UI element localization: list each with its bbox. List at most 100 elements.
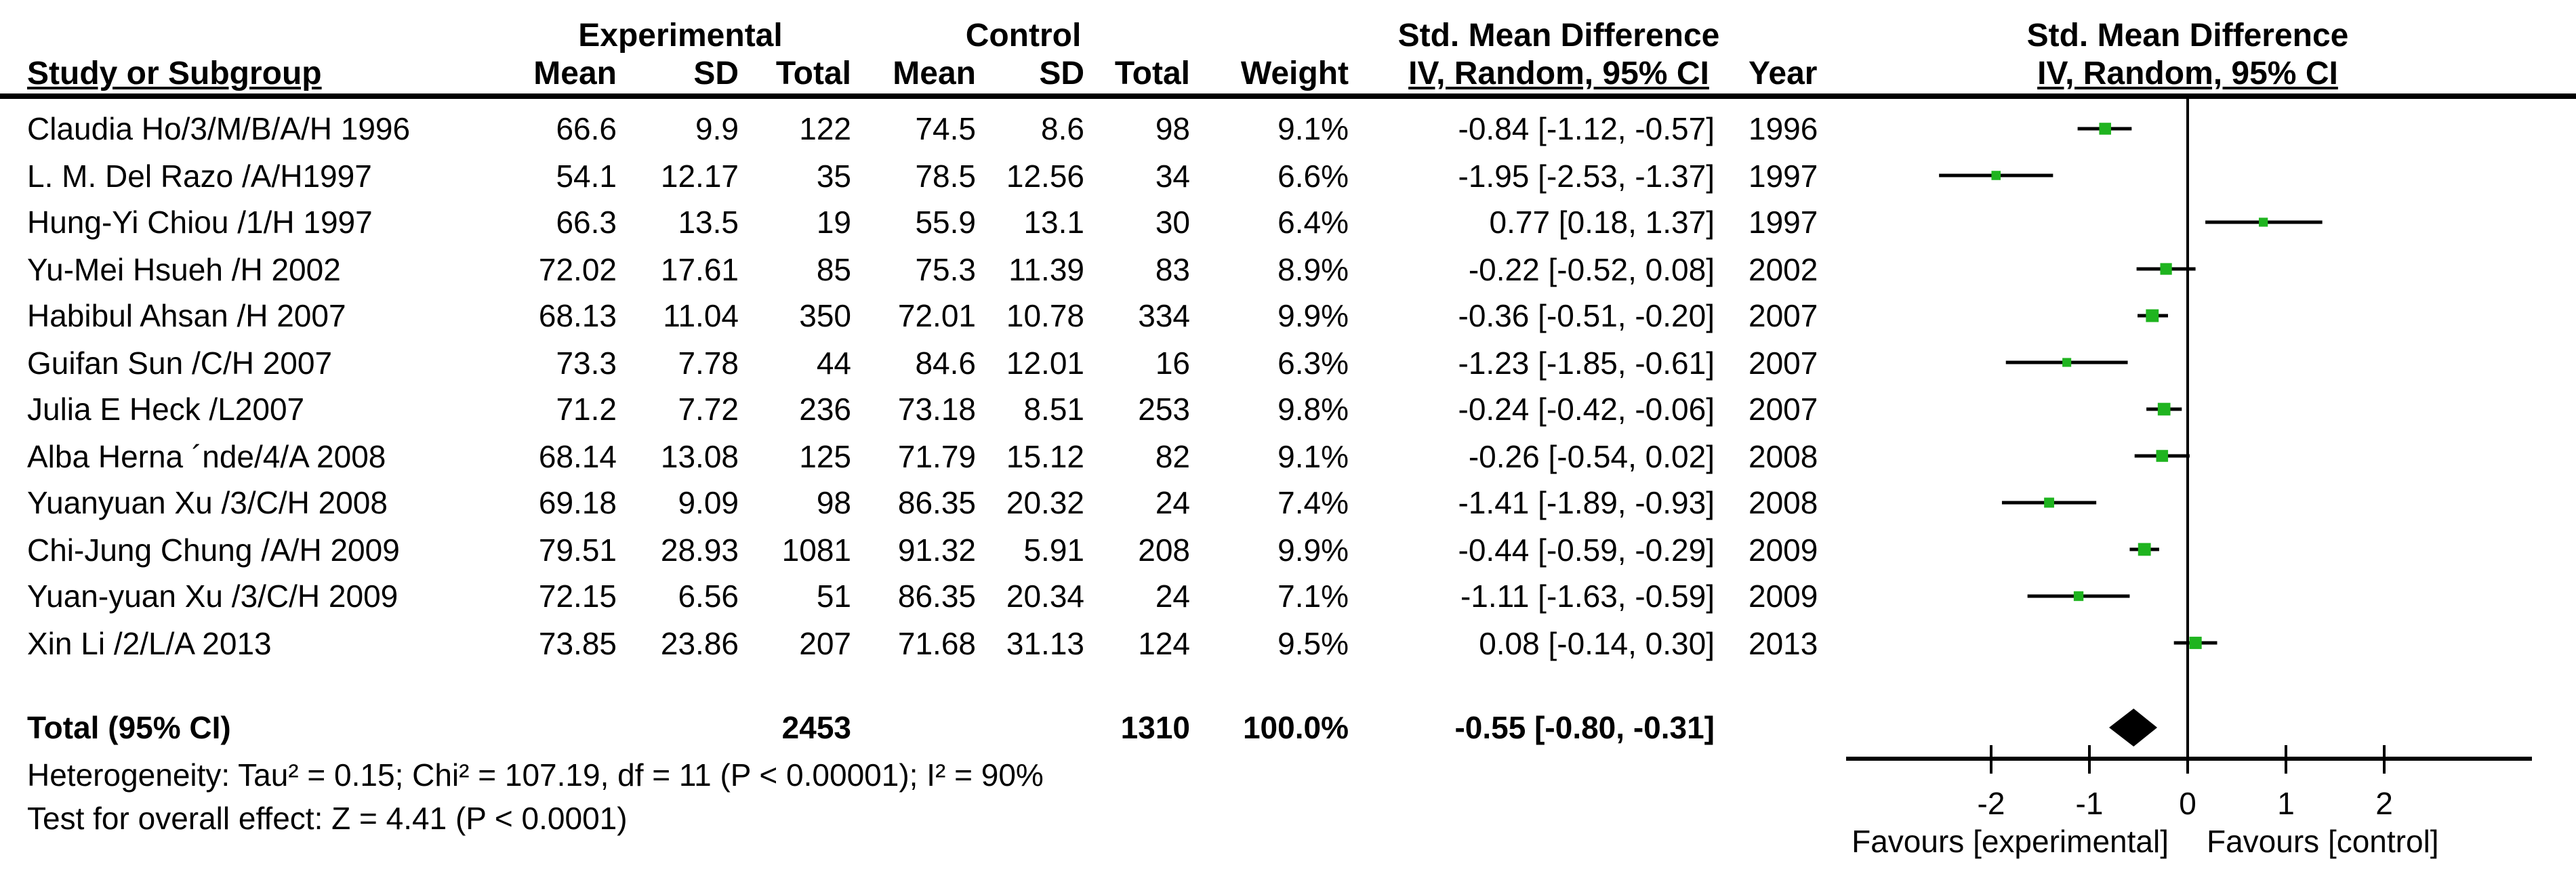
- weight-cell: 9.1%: [1277, 111, 1349, 146]
- weight-cell: 7.1%: [1277, 579, 1349, 614]
- effect-square: [2160, 263, 2172, 275]
- smd-ci-cell: -0.44 [-0.59, -0.29]: [1458, 532, 1715, 567]
- exp-total-cell: 125: [799, 438, 851, 474]
- effect-square: [2062, 358, 2072, 367]
- study-name-cell: Alba Herna ´nde/4/A 2008: [27, 438, 386, 474]
- weight-cell: 9.8%: [1277, 392, 1349, 427]
- col-header-exp-sd: SD: [693, 56, 739, 92]
- ctrl-mean-cell: 72.01: [897, 298, 976, 333]
- exp-mean-cell: 66.3: [556, 205, 617, 240]
- smd-ci-cell: -0.24 [-0.42, -0.06]: [1458, 392, 1715, 427]
- year-cell: 2013: [1749, 625, 1818, 660]
- exp-mean-cell: 72.15: [538, 579, 617, 614]
- ctrl-sd-cell: 8.6: [1041, 111, 1084, 146]
- exp-total-cell: 44: [816, 345, 851, 380]
- year-cell: 2009: [1749, 532, 1818, 567]
- year-cell: 1996: [1749, 111, 1818, 146]
- year-cell: 2002: [1749, 251, 1818, 287]
- total-label: Total (95% CI): [27, 710, 231, 745]
- study-name-cell: Yuan-yuan Xu /3/C/H 2009: [27, 579, 398, 614]
- x-axis-tick: [1990, 745, 1992, 774]
- effect-square: [2189, 636, 2202, 650]
- exp-total-cell: 207: [799, 625, 851, 660]
- exp-sd-cell: 23.86: [660, 625, 739, 660]
- exp-sd-cell: 11.04: [663, 298, 739, 333]
- x-axis-tick: [2383, 745, 2386, 774]
- exp-total-cell: 19: [816, 205, 851, 240]
- exp-sd-cell: 6.56: [678, 579, 739, 614]
- study-name-cell: Habibul Ahsan /H 2007: [27, 298, 346, 333]
- ctrl-sd-cell: 10.78: [1006, 298, 1084, 333]
- weight-cell: 9.1%: [1277, 438, 1349, 474]
- exp-total-cell: 236: [799, 392, 851, 427]
- ctrl-sd-cell: 12.01: [1006, 345, 1084, 380]
- exp-mean-cell: 73.3: [556, 345, 617, 380]
- group-header-experimental: Experimental: [578, 18, 783, 54]
- study-name-cell: Xin Li /2/L/A 2013: [27, 625, 272, 660]
- col-header-study: Study or Subgroup: [27, 56, 322, 92]
- ctrl-total-cell: 98: [1155, 111, 1190, 146]
- study-name-cell: Chi-Jung Chung /A/H 2009: [27, 532, 400, 567]
- exp-sd-cell: 12.17: [660, 158, 739, 193]
- exp-total-cell: 122: [799, 111, 851, 146]
- group-header-smd-plot: Std. Mean Difference: [2026, 18, 2349, 54]
- ctrl-total-cell: 208: [1138, 532, 1190, 567]
- ctrl-mean-cell: 71.79: [897, 438, 976, 474]
- exp-mean-cell: 69.18: [538, 485, 617, 520]
- exp-sd-cell: 13.5: [678, 205, 739, 240]
- weight-cell: 9.9%: [1277, 298, 1349, 333]
- smd-ci-cell: -0.84 [-1.12, -0.57]: [1458, 111, 1715, 146]
- col-header-weight: Weight: [1240, 56, 1349, 92]
- ctrl-sd-cell: 20.32: [1006, 485, 1084, 520]
- total-exp-n: 2453: [781, 710, 851, 745]
- favours-experimental-label: Favours [experimental]: [1852, 824, 2169, 859]
- study-name-cell: Julia E Heck /L2007: [27, 392, 305, 427]
- col-header-ctrl-sd: SD: [1039, 56, 1084, 92]
- smd-ci-cell: -1.23 [-1.85, -0.61]: [1458, 345, 1715, 380]
- weight-cell: 6.3%: [1277, 345, 1349, 380]
- effect-square: [2138, 543, 2151, 556]
- year-cell: 1997: [1749, 158, 1818, 193]
- ctrl-sd-cell: 11.39: [1008, 251, 1084, 287]
- ctrl-total-cell: 83: [1155, 251, 1190, 287]
- year-cell: 2007: [1749, 298, 1818, 333]
- ctrl-total-cell: 124: [1138, 625, 1190, 660]
- exp-mean-cell: 68.14: [538, 438, 617, 474]
- ctrl-mean-cell: 86.35: [897, 485, 976, 520]
- weight-cell: 6.6%: [1277, 158, 1349, 193]
- effect-square: [1991, 171, 2001, 180]
- exp-sd-cell: 9.09: [678, 485, 739, 520]
- year-cell: 2007: [1749, 345, 1818, 380]
- year-cell: 2007: [1749, 392, 1818, 427]
- study-name-cell: Yuanyuan Xu /3/C/H 2008: [27, 485, 388, 520]
- year-cell: 2009: [1749, 579, 1818, 614]
- col-header-year: Year: [1749, 56, 1818, 92]
- ctrl-mean-cell: 91.32: [897, 532, 976, 567]
- ctrl-mean-cell: 84.6: [915, 345, 976, 380]
- ctrl-mean-cell: 78.5: [915, 158, 976, 193]
- effect-square: [2156, 450, 2169, 462]
- x-axis-tick-label: -1: [2076, 786, 2104, 821]
- exp-total-cell: 85: [816, 251, 851, 287]
- ctrl-sd-cell: 5.91: [1023, 532, 1084, 567]
- ctrl-sd-cell: 31.13: [1006, 625, 1084, 660]
- x-axis-tick: [2088, 745, 2091, 774]
- year-cell: 1997: [1749, 205, 1818, 240]
- overall-effect-text: Test for overall effect: Z = 4.41 (P < 0…: [27, 801, 628, 836]
- smd-ci-cell: -0.36 [-0.51, -0.20]: [1458, 298, 1715, 333]
- ctrl-mean-cell: 86.35: [897, 579, 976, 614]
- exp-sd-cell: 7.72: [678, 392, 739, 427]
- ctrl-mean-cell: 75.3: [915, 251, 976, 287]
- ctrl-total-cell: 253: [1138, 392, 1190, 427]
- ctrl-total-cell: 16: [1155, 345, 1190, 380]
- col-header-exp-total: Total: [775, 56, 851, 92]
- ctrl-sd-cell: 13.1: [1023, 205, 1084, 240]
- header-divider-rule: [0, 93, 2576, 99]
- exp-mean-cell: 66.6: [556, 111, 617, 146]
- study-name-cell: Yu-Mei Hsueh /H 2002: [27, 251, 341, 287]
- smd-ci-cell: -0.26 [-0.54, 0.02]: [1468, 438, 1715, 474]
- ctrl-total-cell: 34: [1155, 158, 1190, 193]
- weight-cell: 8.9%: [1277, 251, 1349, 287]
